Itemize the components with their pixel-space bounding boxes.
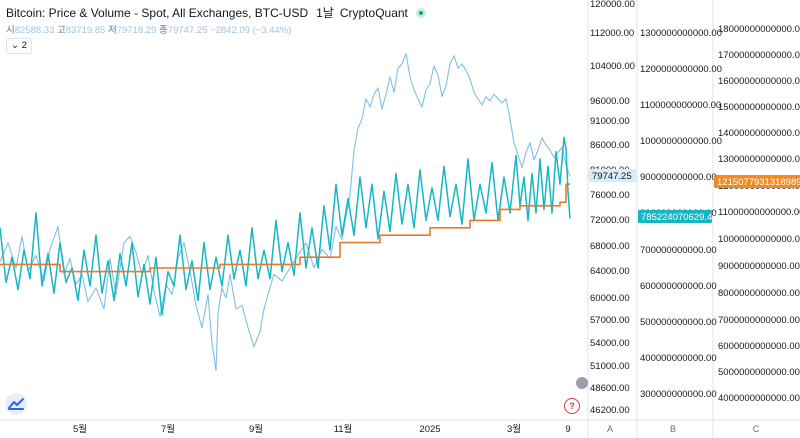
axis-a-tick-label: 51000.00 bbox=[590, 361, 630, 372]
axis-b-tick-label: 700000000000.00 bbox=[640, 245, 717, 256]
scroll-handle-icon[interactable] bbox=[576, 377, 588, 389]
axis-b-tick-label: 1300000000000.00 bbox=[640, 28, 722, 39]
axis-c-tick-label: 14000000000000.00 bbox=[718, 128, 800, 139]
axis-c-tick-label: 18000000000000.00 bbox=[718, 24, 800, 35]
axis-a-tick-label: 54000.00 bbox=[590, 338, 630, 349]
tradingview-logo-icon[interactable] bbox=[5, 393, 27, 415]
axis-a-tick-label: 46200.00 bbox=[590, 405, 630, 416]
axis-b-tick-label: 600000000000.00 bbox=[640, 281, 717, 292]
third-last-value-bg bbox=[714, 175, 800, 188]
price-last-value: 79747.25 bbox=[592, 171, 632, 182]
price-last-value-bg bbox=[589, 169, 637, 182]
chart-legend-header: Bitcoin: Price & Volume - Spot, All Exch… bbox=[6, 4, 426, 21]
axis-c-tick-label: 15000000000000.00 bbox=[718, 102, 800, 113]
axis-c-tick-label: 16000000000000.00 bbox=[718, 76, 800, 87]
x-tick-label: 3월 bbox=[507, 423, 521, 435]
live-status-icon bbox=[415, 8, 426, 18]
price-axis[interactable]: 120000.00 112000.00 104000.00 96000.00 91000… bbox=[590, 0, 635, 416]
volume-last-value-bg bbox=[638, 210, 712, 223]
axis-a-tick-label: 120000.00 bbox=[590, 0, 635, 10]
axis-a-tick-label: 57000.00 bbox=[590, 315, 630, 326]
axis-b-tick-label: 900000000000.00 bbox=[640, 172, 717, 183]
interval-label[interactable]: 1날 bbox=[316, 6, 334, 20]
series-line-2 bbox=[0, 183, 570, 273]
open-value: 82588.33 bbox=[14, 25, 55, 36]
axis-c-tick-label: 9000000000000.00 bbox=[718, 261, 800, 272]
axis-a-tick-label: 112000.00 bbox=[590, 28, 634, 39]
series-layer bbox=[0, 53, 571, 372]
axis-c-tick-label: 13000000000000.00 bbox=[718, 154, 800, 165]
x-tick-label: 2025 bbox=[419, 424, 440, 435]
open-label: 시 bbox=[6, 25, 15, 36]
axis-a-tick-label: 91000.00 bbox=[590, 116, 630, 127]
axis-a-tick-label: 104000.00 bbox=[590, 61, 635, 72]
axis-a-tick-label: 60000.00 bbox=[590, 293, 630, 304]
change-value: −2842.09 (−3.44%) bbox=[210, 25, 292, 36]
axis-a-tick-label: 68000.00 bbox=[590, 241, 630, 252]
series-line-0 bbox=[0, 53, 571, 372]
axis-b-tick-label: 300000000000.00 bbox=[640, 389, 717, 400]
x-tick-label: 7월 bbox=[161, 423, 175, 435]
third-last-value: 12150779313189898.10 bbox=[717, 177, 800, 188]
axis-b-tick-label: 400000000000.00 bbox=[640, 353, 717, 364]
axis-b-tick-label: 1100000000000.00 bbox=[640, 100, 721, 111]
axis-c-tick-label: 6000000000000.00 bbox=[718, 341, 800, 352]
axis-a-tick-label: 64000.00 bbox=[590, 266, 630, 277]
axis-a-tick-label: 76000.00 bbox=[590, 190, 630, 201]
chevron-down-icon: ⌄ bbox=[11, 40, 19, 51]
axis-c-tick-label: 7000000000000.00 bbox=[718, 315, 800, 326]
x-tick-label: 5월 bbox=[73, 423, 87, 435]
axis-c-tick-label: 8000000000000.00 bbox=[718, 288, 800, 299]
scale-label-a[interactable]: A bbox=[607, 424, 613, 434]
scale-label-b[interactable]: B bbox=[670, 424, 676, 434]
axis-c-tick-label: 4000000000000.00 bbox=[718, 393, 800, 404]
axis-a-tick-label: 96000.00 bbox=[590, 96, 630, 107]
axis-b-tick-label: 1200000000000.00 bbox=[640, 64, 722, 75]
x-tick-label: 9 bbox=[565, 424, 570, 435]
source-label: CryptoQuant bbox=[339, 6, 408, 20]
series-title: Bitcoin: Price & Volume - Spot, All Exch… bbox=[6, 6, 309, 20]
close-label: 종 bbox=[159, 25, 168, 36]
help-button[interactable]: ? bbox=[564, 398, 580, 414]
axis-b-tick-label: 1000000000000.00 bbox=[640, 136, 722, 147]
high-value: 83719.85 bbox=[65, 25, 106, 36]
series-line-1 bbox=[0, 136, 571, 316]
time-axis[interactable]: 5월 7월 9월 11월 2025 3월 9 A B C bbox=[73, 423, 760, 435]
high-label: 고 bbox=[57, 25, 66, 36]
x-tick-label: 9월 bbox=[249, 423, 263, 435]
scale-label-c[interactable]: C bbox=[753, 424, 760, 434]
axis-a-tick-label: 86000.00 bbox=[590, 140, 630, 151]
last-value-labels: 79747.25 785224070629.43 12150779313189898… bbox=[586, 169, 800, 223]
collapse-indicators-button[interactable]: ⌄ 2 bbox=[6, 38, 32, 54]
axis-c-tick-label: 11000000000000.00 bbox=[718, 207, 800, 218]
x-tick-label: 11월 bbox=[334, 423, 353, 435]
question-icon: ? bbox=[569, 401, 575, 411]
axis-a-tick-label: 48600.00 bbox=[590, 383, 630, 394]
low-value: 79718.29 bbox=[116, 25, 157, 36]
low-label: 저 bbox=[108, 25, 117, 36]
ohlc-readout: 시82588.33 고83719.85 저79718.29 종79747.25 … bbox=[6, 22, 291, 36]
axis-a-tick-label: 72000.00 bbox=[590, 215, 630, 226]
volume-last-value: 785224070629.43 bbox=[641, 212, 718, 223]
third-axis[interactable]: 18000000000000.00 17000000000000.00 160000… bbox=[718, 24, 800, 404]
price-pointer-icon bbox=[586, 173, 589, 179]
axis-c-tick-label: 5000000000000.00 bbox=[718, 367, 800, 378]
axis-b-tick-label: 500000000000.00 bbox=[640, 317, 717, 328]
axis-c-tick-label: 10000000000000.00 bbox=[718, 234, 800, 245]
indicator-count: 2 bbox=[21, 40, 27, 51]
axis-c-tick-label: 17000000000000.00 bbox=[718, 50, 800, 61]
close-value: 79747.25 bbox=[167, 25, 208, 36]
